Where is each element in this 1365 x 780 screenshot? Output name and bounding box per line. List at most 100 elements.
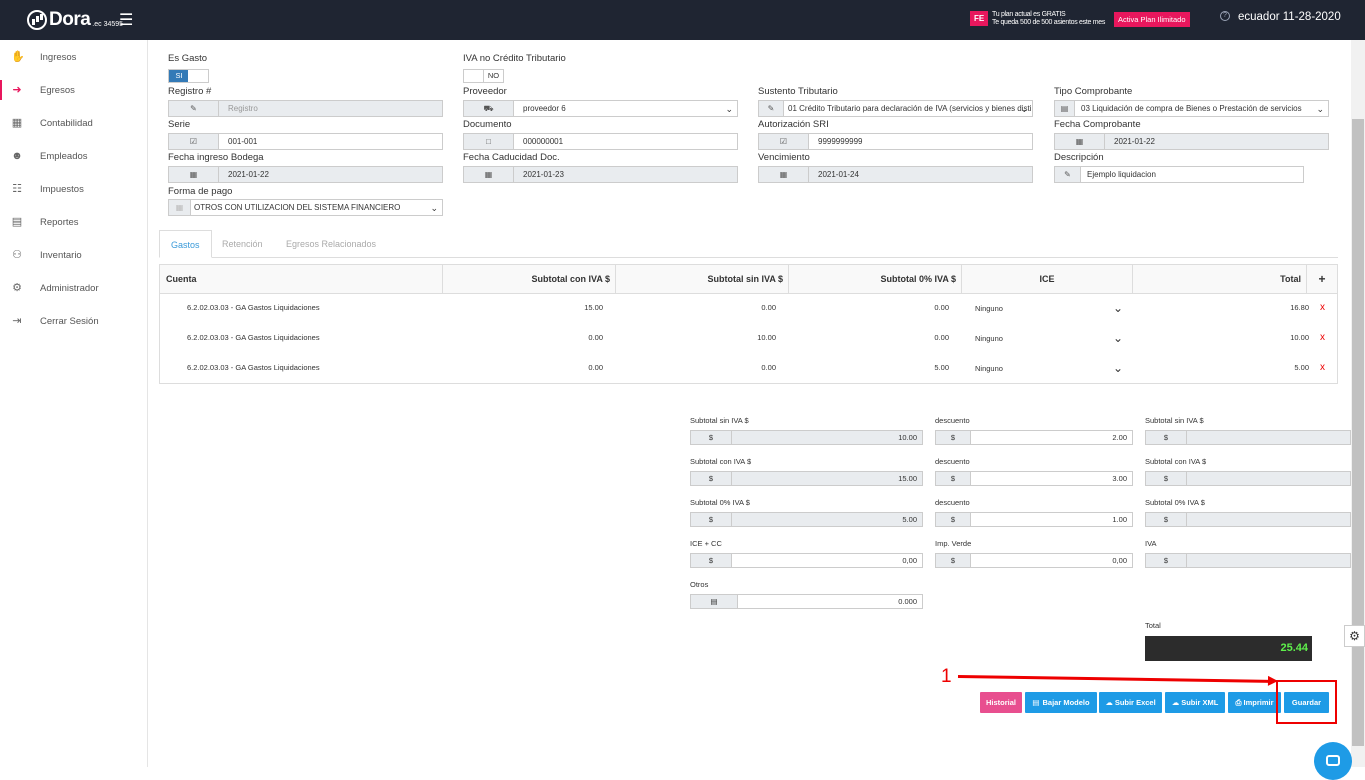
subir-xml-button[interactable]: ☁ Subir XML	[1165, 692, 1225, 713]
row-ice[interactable]: Ninguno	[975, 304, 1003, 313]
edit-icon: ✎	[1055, 167, 1081, 182]
annotation-arrow	[957, 675, 1270, 683]
truck-icon: ⛟	[464, 101, 514, 116]
row-cuenta[interactable]: 6.2.02.03.03 - GA Gastos Liquidaciones	[187, 303, 320, 312]
sustento-select[interactable]: ✎ 01 Crédito Tributario para declaración …	[758, 100, 1033, 117]
tab-gastos[interactable]: Gastos	[159, 230, 212, 258]
imp-verde-field[interactable]: $0,00	[935, 553, 1133, 568]
user-label[interactable]: ecuador 11-28-2020	[1238, 11, 1341, 23]
imprimir-label: Imprimir	[1243, 698, 1274, 707]
autorizacion-field[interactable]: ☑ 9999999999	[758, 133, 1033, 150]
row-sub-con[interactable]: 15.00	[584, 303, 603, 312]
tab-egresos-relacionados[interactable]: Egresos Relacionados	[286, 239, 377, 249]
autorizacion-value: 9999999999	[818, 137, 863, 146]
proveedor-select[interactable]: ⛟ proveedor 6 ⌄	[463, 100, 738, 117]
subtotal-0-iva-field: $5.00	[690, 512, 923, 527]
forma-pago-select[interactable]: ▦ OTROS CON UTILIZACION DEL SISTEMA FINAN…	[168, 199, 443, 216]
file-icon: □	[464, 134, 514, 149]
imprimir-button[interactable]: ⎙ Imprimir	[1228, 692, 1281, 713]
sidebar-item-administrador[interactable]: ⚙ Administrador	[0, 278, 147, 298]
iva-field: $	[1145, 553, 1351, 568]
settings-gear-icon[interactable]: ⚙	[1344, 625, 1365, 647]
row-cuenta[interactable]: 6.2.02.03.03 - GA Gastos Liquidaciones	[187, 333, 320, 342]
sidebar-item-label: Administrador	[40, 282, 99, 294]
row-sub-sin[interactable]: 0.00	[761, 303, 776, 312]
currency-addon: $	[691, 554, 732, 567]
fecha-caducidad-field[interactable]: ▦ 2021-01-23	[463, 166, 738, 183]
delete-row-icon[interactable]: x	[1320, 302, 1325, 313]
sidebar-item-reportes[interactable]: ▤ Reportes	[0, 212, 147, 232]
hand-out-icon: ➜	[12, 84, 22, 96]
chevron-down-icon[interactable]: ⌄	[1113, 361, 1124, 375]
vencimiento-label: Vencimiento	[758, 152, 810, 163]
iva-no-credito-toggle[interactable]: NO	[463, 69, 504, 83]
logout-icon: ⇥	[12, 315, 22, 327]
sidebar-item-inventario[interactable]: ⚇ Inventario	[0, 245, 147, 265]
row-sub-sin[interactable]: 0.00	[761, 363, 776, 372]
chevron-down-icon[interactable]: ⌄	[1113, 301, 1124, 315]
fecha-comprobante-label: Fecha Comprobante	[1054, 119, 1141, 130]
toggle-off	[464, 70, 484, 82]
tab-retencion[interactable]: Retención	[222, 239, 263, 249]
es-gasto-toggle[interactable]: SI	[168, 69, 209, 83]
currency-addon: $	[1146, 513, 1187, 526]
sidebar-item-ingresos[interactable]: ✋ Ingresos	[0, 47, 147, 67]
edit-icon: ✎	[759, 101, 784, 116]
otros-label: Otros	[690, 580, 709, 589]
row-sub-con[interactable]: 0.00	[588, 333, 603, 342]
guardar-button[interactable]: Guardar	[1284, 692, 1329, 713]
bajar-modelo-button[interactable]: ▤ Bajar Modelo	[1025, 692, 1097, 713]
vencimiento-value: 2021-01-24	[809, 167, 1032, 182]
chat-button[interactable]	[1314, 742, 1352, 780]
row-ice[interactable]: Ninguno	[975, 334, 1003, 343]
ice-cc-field[interactable]: $0,00	[690, 553, 923, 568]
forma-pago-value: OTROS CON UTILIZACION DEL SISTEMA FINANC…	[194, 203, 401, 212]
historial-button[interactable]: Historial	[980, 692, 1022, 713]
sidebar-item-contabilidad[interactable]: ▦ Contabilidad	[0, 113, 147, 133]
descuento-2-field[interactable]: $3.00	[935, 471, 1133, 486]
sidebar-item-cerrar-sesion[interactable]: ⇥ Cerrar Sesión	[0, 311, 147, 331]
vencimiento-field[interactable]: ▦ 2021-01-24	[758, 166, 1033, 183]
scrollbar-thumb[interactable]	[1352, 119, 1364, 746]
chevron-down-icon[interactable]: ⌄	[1113, 331, 1124, 345]
otros-field[interactable]: ▤ 0.000	[690, 594, 923, 609]
row-sub-0[interactable]: 5.00	[934, 363, 949, 372]
sidebar-item-impuestos[interactable]: ☷ Impuestos	[0, 179, 147, 199]
help-icon[interactable]: ?	[1220, 11, 1230, 21]
descuento-1-field[interactable]: $2.00	[935, 430, 1133, 445]
scrollbar[interactable]	[1351, 40, 1365, 767]
sidebar-item-egresos[interactable]: ➜ Egresos	[0, 80, 147, 100]
tipo-comprobante-select[interactable]: ▤ 03 Liquidación de compra de Bienes o Pr…	[1054, 100, 1329, 117]
iva-value	[1187, 554, 1350, 567]
row-sub-sin[interactable]: 10.00	[757, 333, 776, 342]
header-sub-0: Subtotal 0% IVA $	[789, 265, 962, 294]
row-sub-0[interactable]: 0.00	[934, 333, 949, 342]
row-sub-0[interactable]: 0.00	[934, 303, 949, 312]
fecha-comprobante-field[interactable]: ▦ 2021-01-22	[1054, 133, 1329, 150]
delete-row-icon[interactable]: x	[1320, 332, 1325, 343]
currency-addon: $	[936, 431, 971, 444]
documento-label: Documento	[463, 119, 512, 130]
add-row-button[interactable]: +	[1318, 272, 1326, 286]
pencil-icon: ✎	[169, 101, 219, 116]
descuento-3-field[interactable]: $1.00	[935, 512, 1133, 527]
sidebar-item-empleados[interactable]: ☻ Empleados	[0, 146, 147, 166]
activate-plan-button[interactable]: Activa Plan Ilimitado	[1114, 12, 1190, 27]
subir-excel-button[interactable]: ☁ Subir Excel	[1099, 692, 1162, 713]
row-sub-con[interactable]: 0.00	[588, 363, 603, 372]
row-cuenta[interactable]: 6.2.02.03.03 - GA Gastos Liquidaciones	[187, 363, 320, 372]
header-sub-sin: Subtotal sin IVA $	[616, 265, 789, 294]
registro-field[interactable]: ✎ Registro	[168, 100, 443, 117]
row-ice[interactable]: Ninguno	[975, 364, 1003, 373]
header-sub-con: Subtotal con IVA $	[443, 265, 616, 294]
proveedor-value: proveedor 6	[523, 104, 566, 113]
hamburger-icon[interactable]: ☰	[119, 12, 134, 29]
logo[interactable]: Dora .ec 34595	[27, 9, 123, 31]
right-subtotal-0-iva-value	[1187, 513, 1350, 526]
delete-row-icon[interactable]: x	[1320, 362, 1325, 373]
serie-field[interactable]: ☑ 001-001	[168, 133, 443, 150]
fecha-bodega-field[interactable]: ▦ 2021-01-22	[168, 166, 443, 183]
documento-field[interactable]: □ 000000001	[463, 133, 738, 150]
descripcion-field[interactable]: ✎ Ejemplo liquidacion	[1054, 166, 1304, 183]
hand-coins-icon: ✋	[11, 51, 25, 63]
